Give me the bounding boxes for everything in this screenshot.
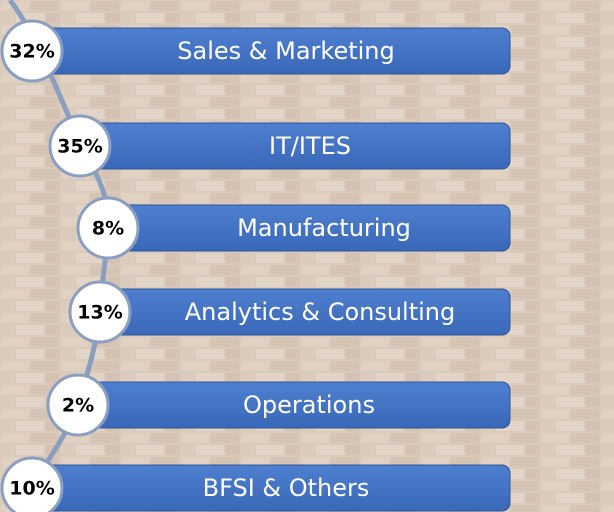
percent-badge xyxy=(48,114,112,178)
percent-text: 32% xyxy=(9,41,54,63)
item-label: Analytics & Consulting xyxy=(185,298,456,326)
percent-text: 10% xyxy=(9,478,54,500)
percent-badge xyxy=(46,373,110,437)
item-label: Manufacturing xyxy=(237,214,411,242)
rows: Sales & Marketing 32% IT/ITES 35% Manufactur… xyxy=(0,19,511,512)
item-label: Sales & Marketing xyxy=(177,37,394,65)
percent-text: 8% xyxy=(92,218,124,240)
item-label: IT/ITES xyxy=(269,132,351,160)
item-label: Operations xyxy=(243,391,375,419)
percent-badge xyxy=(68,280,132,344)
percent-text: 35% xyxy=(57,136,102,158)
percent-text: 13% xyxy=(77,302,122,324)
item-label: BFSI & Others xyxy=(203,474,370,502)
percent-badge xyxy=(0,19,64,83)
percent-badge xyxy=(76,196,140,260)
percent-badge xyxy=(0,456,64,512)
percent-text: 2% xyxy=(62,395,94,417)
